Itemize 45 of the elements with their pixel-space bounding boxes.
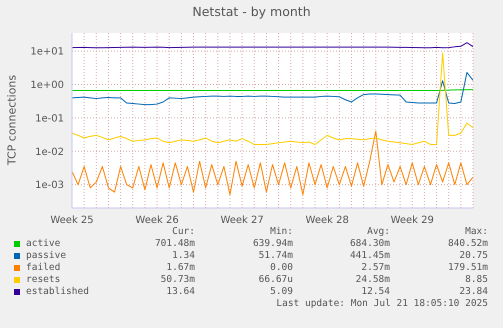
- text: 12.54: [361, 286, 390, 297]
- text: 1.34: [171, 250, 195, 261]
- line-series: [72, 52, 473, 145]
- legend-label: active: [26, 238, 60, 249]
- legend-label: resets: [26, 274, 60, 285]
- text: 179.51m: [448, 262, 488, 273]
- text: 8.85: [465, 274, 488, 285]
- legend-label: failed: [26, 262, 60, 273]
- x-tick-label: Week 27: [220, 215, 264, 226]
- y-tick-label: 1e+00: [30, 80, 64, 92]
- text: 23.84: [459, 286, 488, 297]
- text: 2.57m: [361, 262, 390, 273]
- line-series: [72, 72, 473, 106]
- x-tick-label: Week 26: [135, 215, 179, 226]
- chart-title: Netstat - by month: [191, 4, 312, 19]
- y-tick-label: 1e-02: [35, 146, 64, 158]
- x-tick-label: Week 28: [306, 215, 349, 226]
- text: Last update: Mon Jul 21 18:05:10 2025: [275, 298, 488, 309]
- text: 441.45m: [350, 250, 390, 261]
- text: 50.73m: [160, 274, 195, 285]
- y-tick-label: 1e-01: [35, 113, 64, 124]
- text: 1.67m: [165, 262, 195, 273]
- text: 20.75: [459, 250, 488, 261]
- x-tick-label: Week 25: [50, 215, 94, 226]
- legend-label: passive: [26, 250, 66, 261]
- y-axis-title: TCP connections: [6, 74, 18, 166]
- text: 51.74m: [258, 250, 293, 261]
- text: 13.64: [165, 286, 195, 297]
- legend-label: established: [26, 286, 89, 297]
- y-tick-label: 1e+01: [30, 46, 64, 58]
- text: 639.94m: [252, 238, 293, 249]
- text: 66.67u: [258, 274, 293, 285]
- text: 840.52m: [448, 238, 488, 249]
- text: 701.48m: [154, 238, 195, 249]
- text: Max:: [465, 226, 488, 237]
- text: Avg:: [367, 226, 390, 237]
- y-tick-label: 1e-03: [35, 180, 64, 192]
- x-tick-label: Week 29: [390, 215, 434, 226]
- text: 684.30m: [350, 238, 390, 249]
- text: 24.58m: [356, 274, 390, 285]
- text: Min:: [270, 226, 293, 237]
- text: 5.09: [270, 286, 293, 297]
- line-series: [72, 130, 473, 196]
- text: Cur:: [171, 226, 195, 237]
- text: 0.00: [270, 262, 293, 273]
